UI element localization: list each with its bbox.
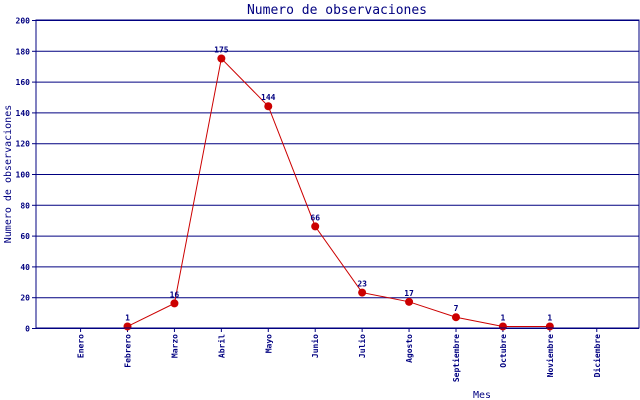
x-tick-label: Mayo [264,334,273,353]
data-label: 7 [454,304,459,313]
x-tick-label: Marzo [170,334,179,358]
x-axis-label: Mes [473,390,491,400]
data-label: 16 [170,290,180,299]
data-point [217,54,226,63]
y-tick-label: 180 [16,47,31,56]
x-tick-label: Noviembre [545,334,555,378]
y-tick-label: 120 [16,140,31,149]
data-point [451,313,460,322]
plot-frame [35,19,640,329]
x-tick-label: Enero [77,334,86,358]
data-labels: 1 16 175 144 66 23 17 7 1 1 [125,46,552,323]
y-tick-label: 40 [20,263,30,272]
data-label: 1 [547,313,552,322]
data-label: 1 [125,313,130,322]
data-point [545,322,554,331]
y-axis-label: Numero de observaciones [3,105,14,243]
x-tick-label: Octubre [499,334,508,368]
data-point [264,102,273,111]
data-label: 23 [357,280,367,289]
data-point [170,299,179,308]
series-line [127,57,550,327]
y-tick-label: 200 [16,17,31,26]
data-point [123,322,132,331]
chart-title: Numero de observaciones [247,3,427,18]
x-tick-label: Agosto [405,334,414,363]
x-tick-label: Septiembre [451,334,461,382]
x-axis-ticks: Enero Febrero Marzo Abril Mayo Junio Julio Agos… [77,328,602,382]
x-tick-label: Abril [216,334,226,358]
y-tick-label: 100 [16,171,31,180]
x-tick-label: Junio [310,334,320,358]
y-axis-ticks: 0 20 40 60 80 100 120 140 160 180 200 [16,17,36,334]
data-label: 66 [310,213,320,222]
data-label: 144 [261,93,276,102]
x-tick-label: Diciembre [592,334,602,378]
y-tick-label: 20 [20,294,30,303]
y-tick-label: 60 [20,232,30,241]
data-label: 1 [501,313,506,322]
data-point [405,297,414,306]
y-tick-label: 140 [16,109,31,118]
series-line [127,57,550,327]
data-point [358,288,367,297]
data-point [498,322,507,331]
grid-lines [36,20,639,329]
data-point [311,222,320,231]
y-tick-label: 0 [25,325,30,334]
y-tick-label: 160 [16,78,31,87]
y-tick-label: 80 [20,201,30,210]
data-label: 175 [214,46,229,55]
data-label: 17 [404,289,414,298]
x-tick-label: Febrero [124,334,133,368]
series-markers [123,54,554,331]
x-tick-label: Julio [357,334,367,358]
